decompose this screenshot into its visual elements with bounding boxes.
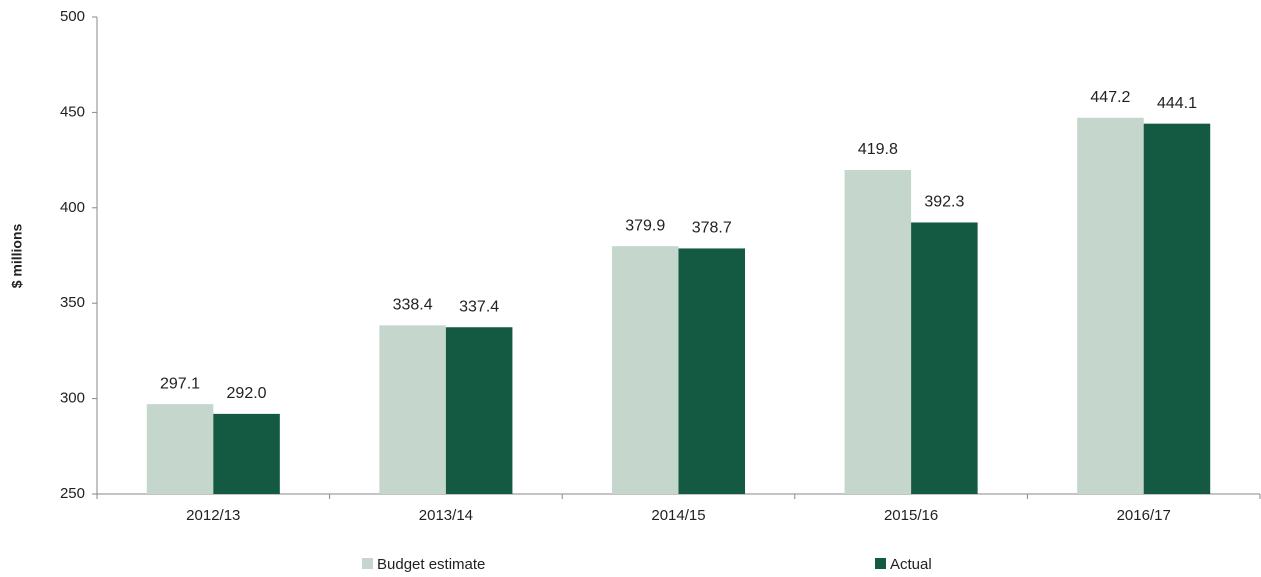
y-tick-label: 350 [60,294,85,311]
bar [611,246,679,494]
value-label: 297.1 [160,375,200,392]
value-label: 337.4 [459,298,499,315]
bar [445,327,513,494]
bar [678,248,746,494]
bar [146,404,214,494]
bar [911,222,978,495]
value-label: 447.2 [1090,89,1130,106]
bar [213,413,280,494]
bar [379,325,446,494]
legend-swatch [362,558,373,569]
y-axis-label: $ millions [9,224,25,289]
value-label: 378.7 [692,220,732,237]
y-tick-label: 400 [60,199,85,216]
value-label: 419.8 [858,141,898,158]
x-tick-label: 2015/16 [884,507,938,524]
y-tick-label: 500 [60,8,85,25]
x-tick-label: 2012/13 [186,507,240,524]
bar [1077,117,1144,494]
value-label: 379.9 [625,217,665,234]
x-tick-label: 2014/15 [651,507,705,524]
value-label: 292.0 [227,385,267,402]
value-label: 444.1 [1157,95,1197,112]
value-label: 392.3 [924,194,964,211]
legend-swatch [875,558,886,569]
x-tick-label: 2013/14 [419,507,473,524]
legend-label: Actual [890,556,932,573]
bar [844,170,912,494]
y-tick-label: 250 [60,485,85,502]
bar [1143,123,1211,495]
value-label: 338.4 [393,297,433,314]
y-tick-label: 300 [60,390,85,407]
legend-label: Budget estimate [377,556,485,573]
y-tick-label: 450 [60,103,85,120]
x-tick-label: 2016/17 [1117,507,1171,524]
